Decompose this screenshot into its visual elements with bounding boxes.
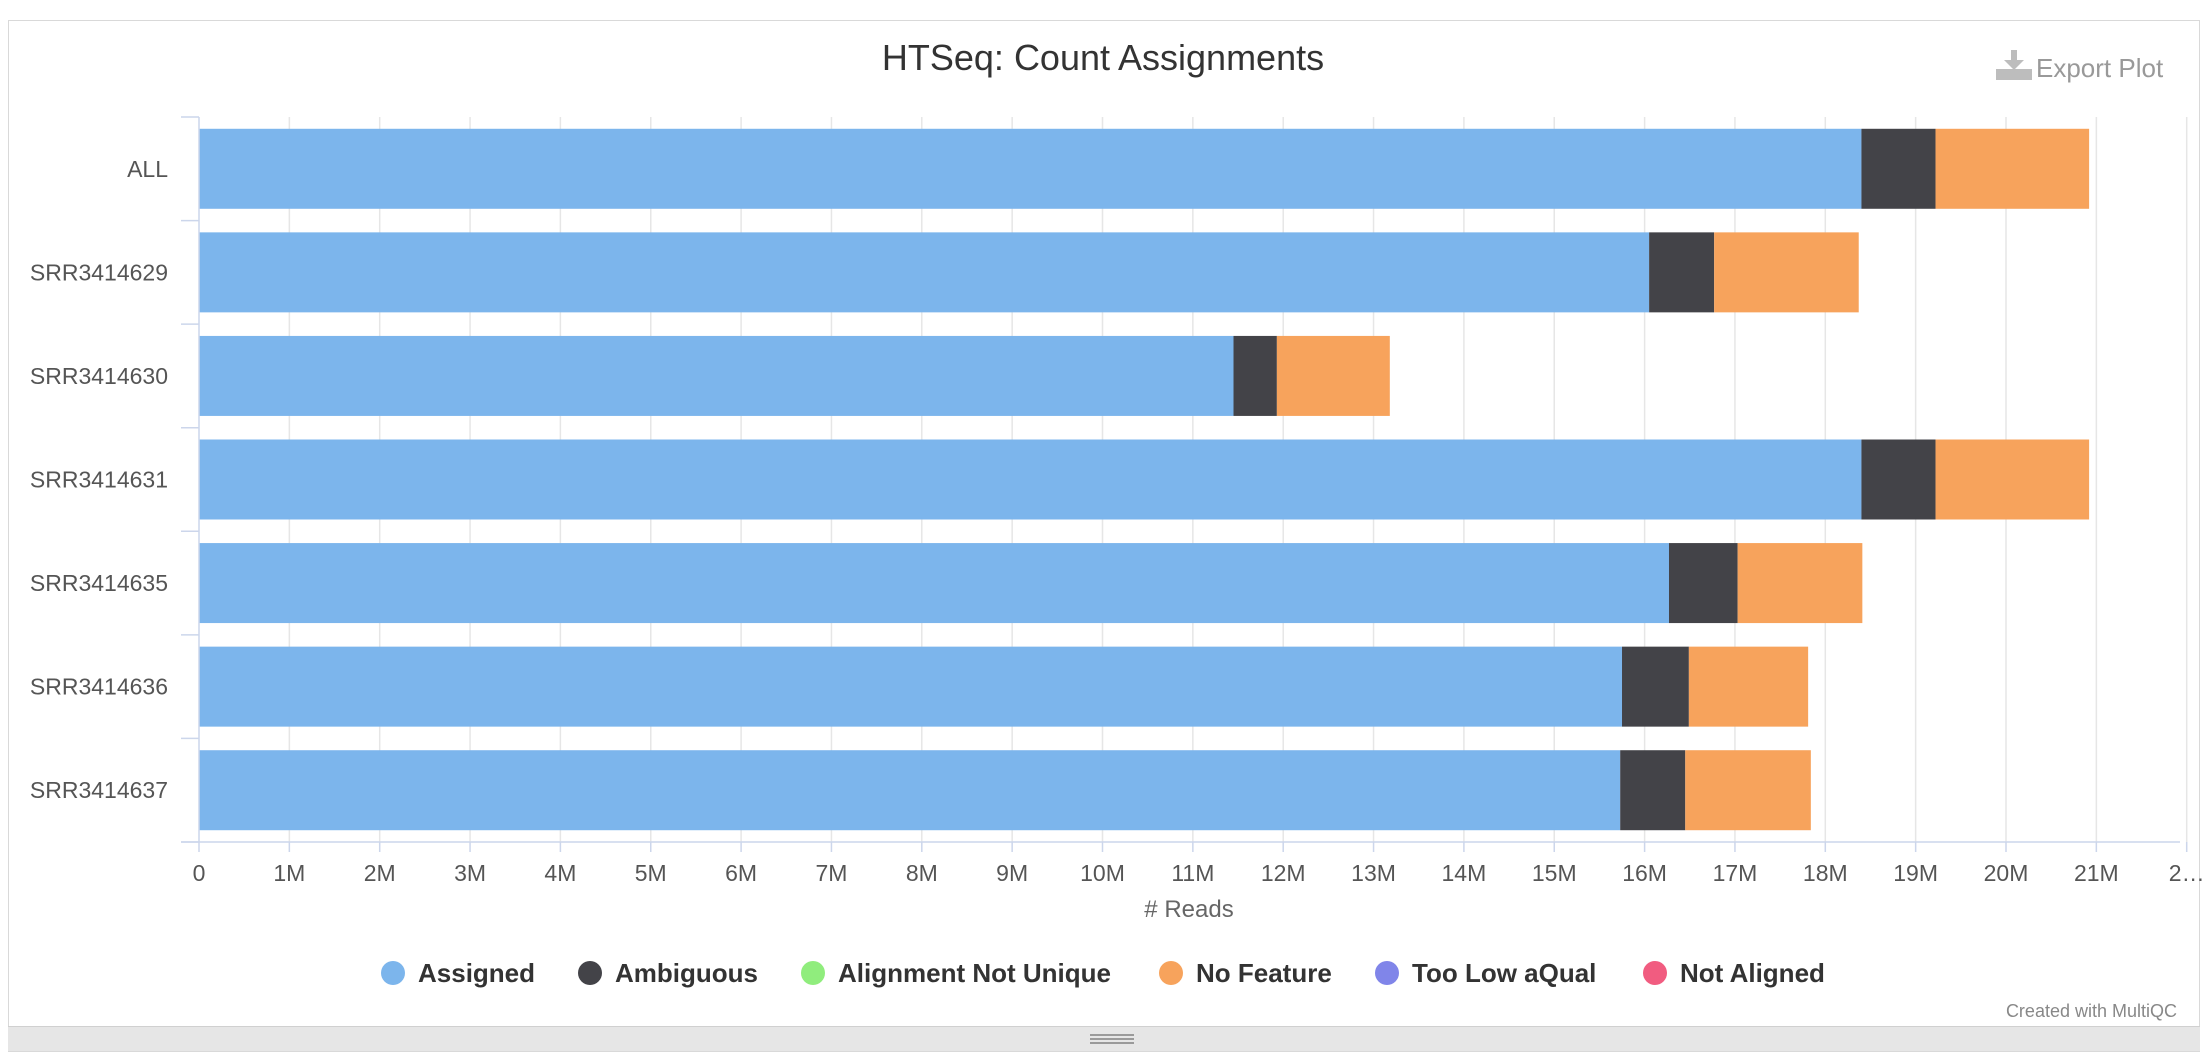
legend-marker [1643,961,1667,985]
x-tick-label: 20M [1984,860,2029,886]
x-tick-label: 7M [815,860,847,886]
bar-segment-ambiguous[interactable] [1861,439,1936,520]
x-tick-label: 21M [2074,860,2119,886]
x-tick-label: 6M [725,860,757,886]
category-label: SRR3414637 [30,777,168,803]
legend-item-alignment-not-unique[interactable]: Alignment Not Unique [801,958,1111,988]
bar-segment-assigned[interactable] [199,646,1623,727]
category-label: SRR3414635 [30,570,168,596]
bar-segment-no-feature[interactable] [1935,439,2090,520]
bar-segment-assigned[interactable] [199,232,1650,313]
category-label: SRR3414629 [30,259,168,285]
x-tick-label: 18M [1803,860,1848,886]
bar-segment-ambiguous[interactable] [1649,232,1715,313]
x-tick-label: 11M [1171,860,1214,886]
bar-segment-ambiguous[interactable] [1622,646,1689,727]
drag-grip-icon [1090,1034,1134,1044]
legend-item-assigned[interactable]: Assigned [381,958,535,988]
bar-segment-ambiguous[interactable] [1620,750,1686,831]
x-tick-label: 2… [2169,860,2205,886]
legend-item-too-low-aqual[interactable]: Too Low aQual [1375,958,1596,988]
x-tick-label: 17M [1713,860,1758,886]
bar-segment-no-feature[interactable] [1276,335,1390,416]
x-tick-label: 2M [364,860,396,886]
legend-marker [801,961,825,985]
x-tick-label: 1M [273,860,305,886]
x-tick-label: 8M [906,860,938,886]
bar-segment-assigned[interactable] [199,750,1621,831]
x-tick-label: 3M [454,860,486,886]
x-tick-label: 13M [1351,860,1396,886]
category-label: ALL [127,156,168,182]
legend-marker [1159,961,1183,985]
bar-segment-no-feature[interactable] [1935,128,2090,209]
x-tick-label: 10M [1080,860,1125,886]
legend-label: Ambiguous [615,958,758,988]
legend-item-no-feature[interactable]: No Feature [1159,958,1332,988]
x-tick-label: 16M [1622,860,1667,886]
x-tick-label: 12M [1261,860,1306,886]
legend-label: No Feature [1196,958,1332,988]
bar-segment-ambiguous[interactable] [1668,543,1738,624]
x-tick-label: 15M [1532,860,1577,886]
chart-title: HTSeq: Count Assignments [882,37,1324,78]
legend-marker [381,961,405,985]
legend-item-ambiguous[interactable]: Ambiguous [578,958,758,988]
legend-marker [578,961,602,985]
category-label: SRR3414636 [30,674,168,700]
legend-label: Not Aligned [1680,958,1825,988]
x-tick-label: 4M [544,860,576,886]
category-label: SRR3414630 [30,363,168,389]
bar-segment-assigned[interactable] [199,543,1669,624]
bar-segment-ambiguous[interactable] [1861,128,1936,209]
credit-label: Created with MultiQC [2006,1001,2177,1021]
category-label: SRR3414631 [30,467,168,493]
x-tick-label: 14M [1442,860,1487,886]
x-tick-label: 5M [635,860,667,886]
bar-segment-assigned[interactable] [199,128,1862,209]
x-axis-title: # Reads [1144,896,1233,923]
bar-segment-assigned[interactable] [199,439,1862,520]
x-tick-label: 0 [193,860,206,886]
bar-segment-no-feature[interactable] [1737,543,1863,624]
x-tick-label: 19M [1893,860,1938,886]
bar-segment-no-feature[interactable] [1714,232,1859,313]
x-tick-label: 9M [996,860,1028,886]
export-plot-label: Export Plot [2036,53,2164,83]
download-icon [1996,50,2032,80]
legend-label: Too Low aQual [1412,958,1596,988]
legend-label: Assigned [418,958,535,988]
export-plot-button[interactable]: Export Plot [1996,50,2164,83]
legend-item-not-aligned[interactable]: Not Aligned [1643,958,1825,988]
bar-segment-ambiguous[interactable] [1233,335,1277,416]
legend-label: Alignment Not Unique [838,958,1111,988]
bar-segment-assigned[interactable] [199,335,1234,416]
plot-resize-handle[interactable] [8,1026,2200,1051]
bar-segment-no-feature[interactable] [1685,750,1811,831]
legend-marker [1375,961,1399,985]
bar-segment-no-feature[interactable] [1688,646,1809,727]
